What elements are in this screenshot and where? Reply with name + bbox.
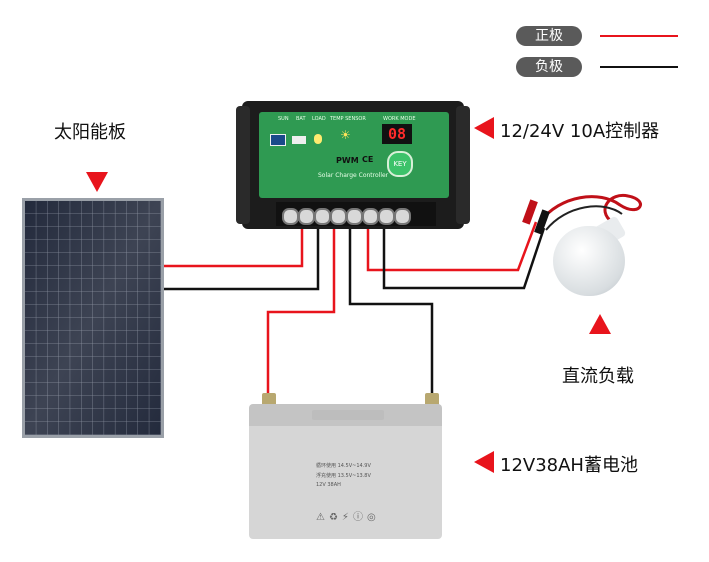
dc-load-label: 直流负载: [562, 366, 634, 387]
controller-header-temp: TEMP SENSOR: [330, 116, 366, 122]
battery-warning-icons: ⚠♻⚡ⓘ◎: [316, 512, 380, 523]
terminal-3: [314, 208, 331, 225]
red-clip: [522, 199, 538, 225]
controller-mount-left: [236, 106, 250, 224]
battery-arrow-icon: [474, 451, 494, 473]
legend-negative-line: [600, 66, 678, 68]
terminal-4: [330, 208, 347, 225]
terminal-7: [378, 208, 395, 225]
battery-text-line3: 12V 38AH: [316, 482, 341, 488]
panel-negative-wire: [160, 216, 320, 291]
controller-ce-mark: CE: [362, 155, 374, 164]
terminal-5: [346, 208, 363, 225]
battery-label: 12V38AH蓄电池: [500, 455, 638, 476]
battery: [249, 407, 442, 539]
controller-icon-battery: [292, 136, 306, 144]
battery-positive-post: [262, 393, 276, 407]
solar-panel-arrow-icon: [86, 172, 108, 192]
load-negative-wire: [382, 216, 546, 290]
light-bulb: [553, 226, 625, 296]
battery-negative-wire: [348, 216, 434, 400]
controller-subtitle: Solar Charge Controller: [318, 172, 389, 179]
legend-positive-pill: 正极: [516, 26, 582, 46]
terminal-6: [362, 208, 379, 225]
load-arrow-icon: [589, 314, 611, 334]
panel-positive-wire: [160, 216, 304, 268]
controller-label: 12/24V 10A控制器: [500, 121, 660, 142]
battery-text-line1: 循环使用 14.5V~14.9V: [316, 463, 371, 469]
terminal-1: [282, 208, 299, 225]
controller-sun-icon: ☀: [340, 128, 351, 142]
controller-work-mode: WORK MODE: [383, 116, 416, 122]
battery-text-line2: 浮充使用 13.5V~13.8V: [316, 473, 371, 479]
battery-handle-recess: [312, 410, 384, 420]
controller-display: 08: [382, 124, 412, 144]
controller-key-button[interactable]: KEY: [387, 151, 413, 177]
controller-header-sun: SUN: [278, 116, 289, 122]
load-cord: [538, 193, 642, 224]
solar-panel-label: 太阳能板: [54, 122, 126, 143]
controller-pwm-label: PWM: [336, 156, 359, 165]
controller-icon-load: [314, 134, 322, 144]
controller-arrow-icon: [474, 117, 494, 139]
controller-header-load: LOAD: [312, 116, 326, 122]
terminal-8: [394, 208, 411, 225]
load-cord-black: [545, 205, 623, 231]
solar-panel: [22, 198, 164, 438]
battery-positive-wire: [266, 216, 336, 400]
solar-cell-grid: [25, 201, 161, 435]
controller-header-bat: BAT: [296, 116, 306, 122]
black-clip: [534, 209, 550, 235]
controller-face: [259, 112, 449, 198]
legend-negative-pill: 负极: [516, 57, 582, 77]
battery-negative-post: [425, 393, 439, 407]
controller-mount-right: [456, 106, 470, 224]
load-positive-wire: [366, 216, 538, 272]
legend-positive-line: [600, 35, 678, 37]
controller-icon-panel: [270, 134, 286, 146]
terminal-2: [298, 208, 315, 225]
